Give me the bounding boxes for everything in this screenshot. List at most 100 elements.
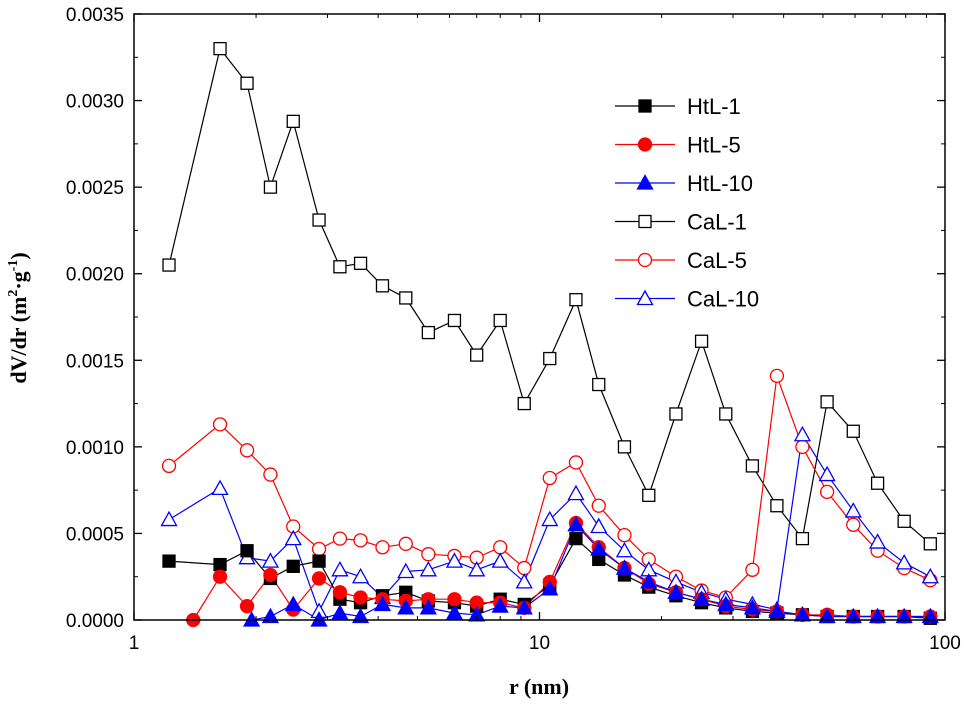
data-point-cal-1 bbox=[240, 76, 254, 90]
data-point-htl-10 bbox=[397, 599, 415, 615]
data-point-cal-5 bbox=[161, 458, 177, 474]
data-point-cal-5 bbox=[846, 517, 861, 532]
legend-marker-cal-1 bbox=[638, 214, 652, 229]
data-point-htl-10 bbox=[868, 607, 887, 624]
data-point-cal-10 bbox=[491, 552, 509, 568]
data-point-htl-10 bbox=[284, 595, 302, 612]
data-point-cal-10 bbox=[515, 573, 533, 589]
y-axis-title-sup-2: -1 bbox=[6, 260, 21, 272]
data-point-cal-10 bbox=[895, 554, 913, 570]
data-point-cal-1 bbox=[923, 537, 937, 551]
data-point-cal-1 bbox=[617, 440, 632, 454]
data-point-cal-5 bbox=[745, 562, 760, 577]
data-point-cal-1 bbox=[592, 377, 606, 392]
data-point-htl-10 bbox=[844, 607, 862, 624]
data-point-cal-10 bbox=[284, 529, 302, 546]
data-point-cal-1 bbox=[719, 407, 733, 421]
plot-series-markers bbox=[160, 41, 939, 628]
data-point-cal-1 bbox=[213, 41, 227, 56]
data-point-cal-10 bbox=[921, 567, 939, 584]
data-point-htl-10 bbox=[692, 590, 711, 606]
data-point-cal-10 bbox=[590, 517, 608, 534]
data-point-cal-10 bbox=[868, 533, 887, 549]
data-point-cal-5 bbox=[591, 498, 606, 513]
data-point-htl-1 bbox=[286, 559, 300, 573]
data-point-cal-10 bbox=[615, 541, 634, 558]
y-axis-title-close: ) bbox=[6, 252, 31, 259]
data-point-cal-10 bbox=[261, 552, 280, 568]
data-point-cal-1 bbox=[897, 514, 911, 528]
y-axis-title-main: dV/dr (m bbox=[6, 297, 31, 384]
data-point-cal-5 bbox=[769, 368, 785, 384]
data-point-htl-10 bbox=[331, 604, 349, 620]
data-point-cal-5 bbox=[375, 540, 390, 555]
data-point-htl-5 bbox=[239, 598, 255, 614]
data-point-htl-5 bbox=[353, 590, 368, 605]
axis-tick-labels: 1 10 100 0.0000 0.0005 0.0010 0.0015 0.0020 0.00… bbox=[66, 5, 961, 654]
data-point-cal-5 bbox=[332, 531, 348, 546]
data-point-cal-10 bbox=[468, 560, 486, 577]
data-point-htl-5 bbox=[447, 592, 462, 607]
data-point-cal-5 bbox=[239, 443, 255, 458]
data-point-cal-5 bbox=[398, 536, 413, 551]
x-axis-title: r (nm) bbox=[509, 674, 569, 699]
data-point-cal-1 bbox=[820, 395, 834, 409]
data-point-htl-1 bbox=[162, 554, 176, 568]
x-tick-label: 1 bbox=[129, 633, 140, 654]
data-point-cal-1 bbox=[846, 424, 860, 438]
x-tick-label: 100 bbox=[929, 633, 961, 654]
data-point-htl-10 bbox=[445, 604, 464, 620]
data-point-cal-10 bbox=[397, 562, 415, 579]
y-axis-title-dot: ·g bbox=[6, 271, 31, 289]
data-point-htl-10 bbox=[768, 602, 786, 618]
data-point-cal-10 bbox=[445, 552, 464, 568]
data-point-cal-10 bbox=[818, 465, 836, 482]
data-point-cal-1 bbox=[493, 313, 507, 328]
y-tick-label: 0.0010 bbox=[66, 438, 124, 459]
legend-marker-htl-5 bbox=[637, 137, 653, 152]
data-point-htl-5 bbox=[212, 569, 228, 584]
axis-ticks bbox=[133, 13, 946, 621]
data-point-htl-1 bbox=[312, 554, 326, 568]
data-point-cal-5 bbox=[421, 547, 436, 562]
axes bbox=[133, 13, 946, 621]
data-point-htl-10 bbox=[419, 599, 437, 615]
data-point-htl-5 bbox=[311, 571, 327, 586]
data-point-cal-10 bbox=[211, 479, 229, 496]
y-tick-label: 0.0030 bbox=[66, 92, 124, 113]
legend-label-htl-1: HtL-1 bbox=[687, 94, 741, 119]
data-point-cal-10 bbox=[567, 484, 585, 501]
data-point-htl-5 bbox=[332, 585, 348, 600]
data-point-cal-1 bbox=[421, 325, 436, 340]
x-tick-label: 10 bbox=[529, 633, 550, 654]
data-point-cal-5 bbox=[542, 470, 557, 486]
data-point-htl-1 bbox=[240, 544, 254, 558]
data-point-cal-1 bbox=[333, 260, 347, 274]
data-point-cal-10 bbox=[844, 502, 862, 518]
legend-marker-cal-5 bbox=[637, 252, 653, 268]
data-point-htl-10 bbox=[515, 599, 533, 615]
legend-marker-htl-10 bbox=[636, 174, 654, 190]
data-point-cal-5 bbox=[353, 533, 368, 548]
data-point-cal-1 bbox=[399, 291, 413, 305]
legend-label-htl-10: HtL-10 bbox=[687, 171, 753, 196]
data-point-cal-10 bbox=[160, 510, 178, 527]
data-point-htl-10 bbox=[717, 595, 735, 612]
y-tick-label: 0.0020 bbox=[66, 265, 124, 286]
data-point-cal-10 bbox=[541, 510, 559, 527]
data-point-cal-1 bbox=[517, 396, 531, 411]
data-point-htl-10 bbox=[541, 579, 559, 596]
data-point-htl-10 bbox=[667, 583, 685, 599]
y-axis-title: dV/dr (m2·g-1) bbox=[6, 252, 31, 383]
legend: HtL-1 HtL-5 HtL-10 CaL-1 CaL-5 CaL-10 bbox=[615, 94, 759, 312]
data-point-cal-10 bbox=[351, 567, 370, 584]
data-point-htl-10 bbox=[590, 540, 608, 556]
data-point-htl-10 bbox=[640, 573, 658, 589]
plot-frame bbox=[133, 13, 946, 621]
y-axis-title-sup-1: 2 bbox=[6, 290, 21, 297]
data-point-htl-10 bbox=[491, 597, 509, 613]
legend-marker-cal-10 bbox=[636, 289, 654, 306]
data-point-htl-10 bbox=[373, 595, 392, 612]
data-point-htl-10 bbox=[615, 559, 634, 575]
